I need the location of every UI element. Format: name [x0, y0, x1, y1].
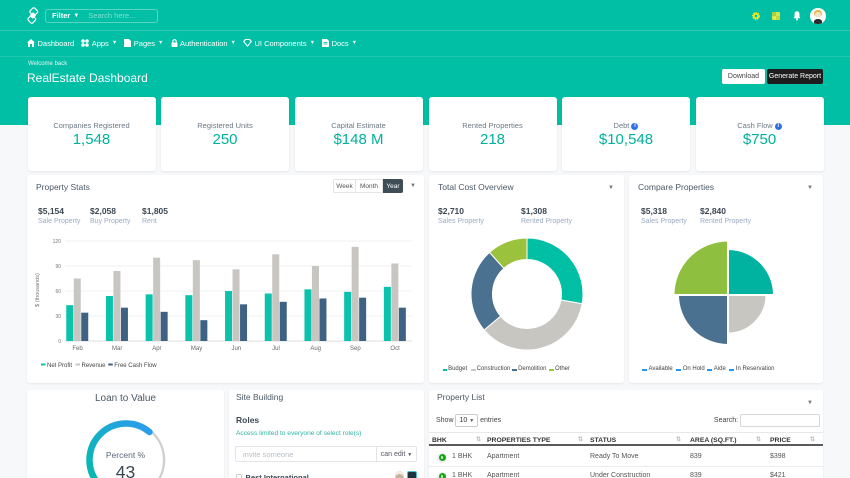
svg-text:Revenue: Revenue: [82, 363, 107, 369]
svg-text:$ (thousands): $ (thousands): [35, 273, 41, 307]
svg-text:Jun: Jun: [231, 346, 241, 352]
svg-text:0: 0: [58, 339, 61, 345]
svg-text:90: 90: [55, 264, 61, 270]
svg-text:Apr: Apr: [152, 346, 161, 352]
svg-text:Aug: Aug: [310, 346, 321, 352]
svg-text:60: 60: [55, 289, 61, 295]
svg-text:Net Profit: Net Profit: [47, 363, 72, 369]
svg-text:120: 120: [53, 239, 62, 245]
svg-text:Jul: Jul: [272, 346, 280, 352]
svg-text:Sep: Sep: [350, 346, 361, 352]
svg-text:Feb: Feb: [72, 346, 83, 352]
svg-text:Mar: Mar: [112, 346, 122, 352]
svg-text:Free Cash Flow: Free Cash Flow: [114, 363, 157, 369]
svg-text:Oct: Oct: [390, 346, 400, 352]
svg-text:30: 30: [55, 314, 61, 320]
svg-text:May: May: [191, 346, 202, 352]
